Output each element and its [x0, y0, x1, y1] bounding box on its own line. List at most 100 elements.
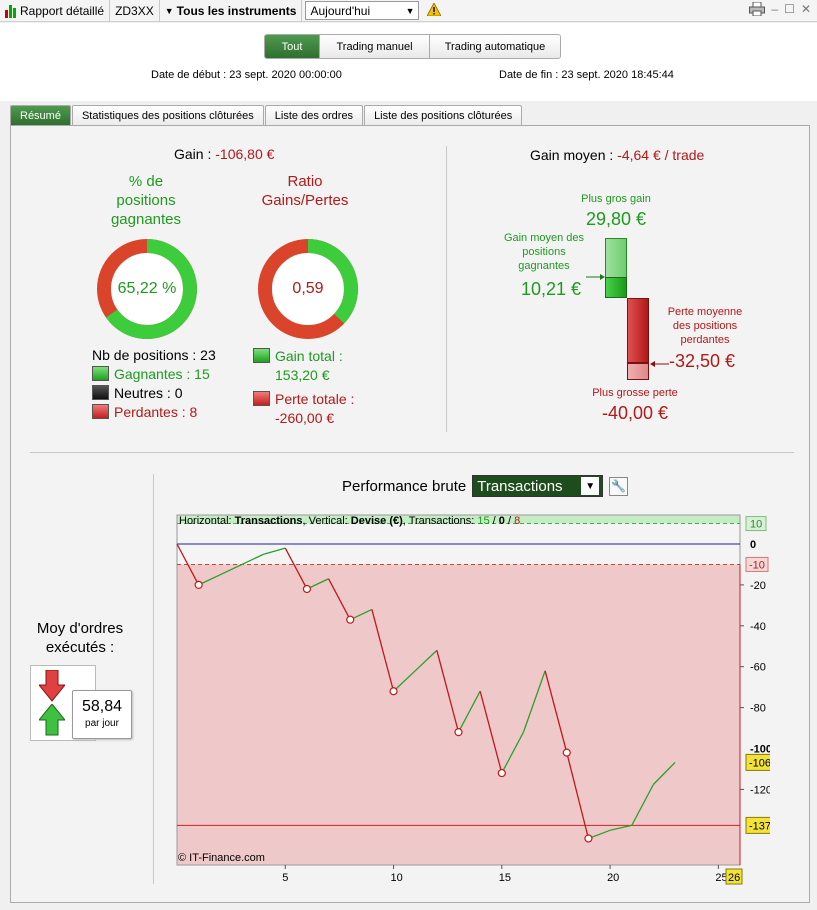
min-value-bg [745, 816, 770, 834]
losers-row: Perdantes : 8 [92, 404, 197, 420]
candlestick-icon [5, 4, 17, 18]
tab-resume[interactable]: Résumé [10, 105, 71, 125]
period-value: Aujourd'hui [310, 3, 371, 18]
gain-value: -106,80 € [215, 146, 275, 162]
legend-sep1: / [489, 515, 499, 527]
neutral-label: Neutres : 0 [114, 385, 183, 401]
tab-statistiques[interactable]: Statistiques des positions clôturées [71, 105, 264, 125]
win-pct-title: % de positions gagnantes [110, 173, 182, 228]
loss-point [497, 768, 506, 778]
y-tick-label: 0 [750, 539, 756, 551]
series-segment [544, 670, 568, 753]
loss-point [454, 728, 463, 737]
series-segment [479, 691, 503, 774]
legend-v-label: , Vertical: [302, 515, 351, 527]
avg-win-value: 10,21 € [521, 279, 582, 299]
tab-trading-automatique[interactable]: Trading automatique [430, 35, 560, 58]
tab-liste-positions[interactable]: Liste des positions clôturées [364, 105, 523, 125]
chart-watermark: © IT-Finance.com [178, 852, 265, 864]
tab-tout[interactable]: Tout [265, 35, 320, 58]
report-header: Tout Trading manuel Trading automatique … [0, 23, 817, 101]
minimize-icon[interactable]: – [771, 2, 779, 16]
worst-loss-label: Plus grosse perte [592, 387, 678, 399]
close-icon[interactable]: ✕ [800, 2, 811, 16]
start-date: Date de début : 23 sept. 2020 00:00:00 [151, 69, 342, 81]
vertical-divider [446, 146, 447, 432]
loss-point [562, 748, 571, 757]
win-pct-value: 65,22 % [117, 280, 177, 297]
series-segment [371, 609, 395, 692]
green-square-icon [92, 366, 109, 381]
maximize-icon[interactable]: ☐ [784, 2, 795, 16]
series-segment [457, 690, 481, 733]
y-tick-label: -60 [750, 662, 766, 674]
chevron-down-icon: ▼ [581, 477, 600, 495]
loss-point [389, 687, 398, 696]
final-value-bg [745, 753, 770, 771]
chart-mode-select[interactable]: Transactions ▼ [472, 475, 604, 497]
instruments-label: Tous les instruments [176, 3, 297, 18]
avg-gain-label: Gain moyen : [530, 147, 618, 163]
top-toolbar: Rapport détaillé ZD3XX ▼ Tous les instru… [0, 0, 817, 22]
y-tick-label: -100 [750, 744, 770, 756]
x-tick-label: 15 [499, 872, 511, 884]
avg-loss-bar [627, 298, 649, 363]
y-tick-label: -120 [750, 784, 770, 796]
chart-header: Performance brute Transactions ▼ 🔧 [342, 475, 629, 497]
series-segment [522, 670, 546, 733]
legend-h-value: Transactions [234, 515, 303, 527]
arrow-up-green-icon [39, 704, 65, 736]
upper-band-label: 10 [750, 519, 762, 531]
account-selector[interactable]: ZD3XX [110, 0, 160, 22]
total-gain-value: 153,20 € [275, 367, 330, 383]
instruments-selector[interactable]: ▼ Tous les instruments [160, 0, 303, 22]
ratio-donut [258, 239, 358, 339]
series-segment [414, 649, 438, 672]
y-tick-label: -80 [750, 703, 766, 715]
total-gain-block: Gain total : 153,20 € [253, 347, 343, 385]
x-tick-label: 5 [282, 872, 288, 884]
series-segment [609, 824, 632, 831]
warning-icon[interactable] [426, 1, 443, 19]
ratio-title: Ratio Gains/Pertes [261, 173, 349, 209]
end-date: Date de fin : 23 sept. 2020 18:45:44 [499, 69, 674, 81]
chart-title: Performance brute [342, 477, 467, 495]
y-tick-label: -40 [750, 621, 766, 633]
avg-win-label: Gain moyen des positions gagnantes [503, 232, 585, 272]
tab-trading-manuel[interactable]: Trading manuel [320, 35, 430, 58]
horizontal-divider [30, 452, 794, 453]
x-tick-label: 10 [391, 872, 403, 884]
legend-wins: 15 [477, 515, 490, 527]
tab-liste-ordres[interactable]: Liste des ordres [264, 105, 364, 125]
report-tabs: Résumé Statistiques des positions clôtur… [10, 105, 523, 125]
green-square-icon [253, 348, 270, 363]
min-value-label: -137,6 [749, 820, 770, 832]
series-segment [652, 761, 676, 785]
legend-losses: 8 [514, 515, 521, 527]
avg-gain-bar [605, 277, 627, 298]
wrench-icon[interactable]: 🔧 [609, 476, 629, 496]
legend-sep2: / [504, 515, 515, 527]
series-segment [436, 650, 460, 733]
best-gain-value: 29,80 € [585, 209, 647, 229]
red-square-icon [253, 391, 270, 406]
upper-band-label-bg [745, 516, 767, 532]
report-button[interactable]: Rapport détaillé [0, 0, 111, 22]
y-tick-label: -20 [750, 580, 766, 592]
orders-value: 58,84 [81, 698, 123, 715]
performance-chart[interactable]: -20 -40 -60 -80 -120 0 -100 10 -10 -106,8 -137,6 5 1… [170, 510, 770, 885]
ratio-value: 0,59 [292, 280, 324, 297]
win-pct-donut [97, 239, 197, 339]
losers-label: Perdantes : 8 [114, 404, 198, 420]
loss-point [584, 834, 593, 843]
arrow-right-icon [586, 274, 605, 280]
period-select[interactable]: Aujourd'hui ▼ [305, 1, 420, 20]
loss-point [194, 580, 203, 590]
gain-label: Gain : [174, 146, 216, 162]
neutral-row: Neutres : 0 [92, 385, 182, 401]
series-segment [220, 563, 243, 576]
lower-band-zone [177, 564, 740, 865]
gain-line: Gain : -106,80 € [174, 146, 274, 162]
print-icon[interactable] [749, 1, 766, 19]
total-loss-value: -260,00 € [275, 410, 335, 426]
